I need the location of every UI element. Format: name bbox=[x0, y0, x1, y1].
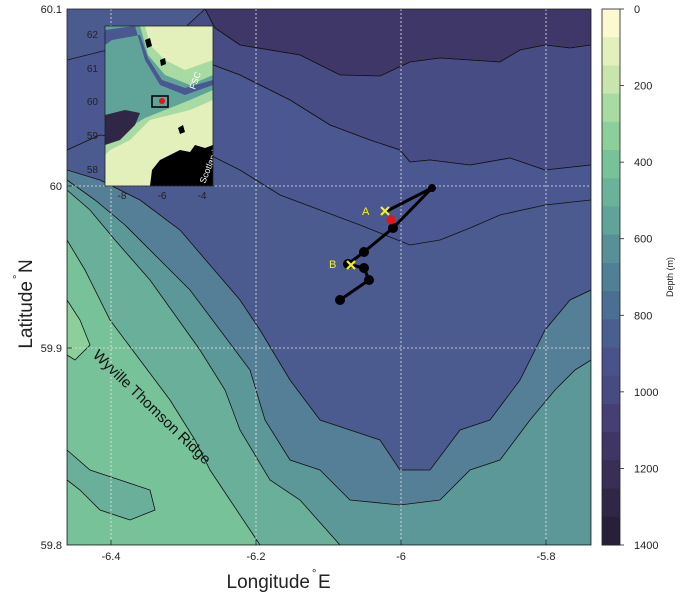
inset-x-tick: -6 bbox=[158, 191, 167, 202]
inset-y-tick: 62 bbox=[87, 30, 99, 41]
track-point bbox=[359, 263, 369, 273]
point-a-label: A bbox=[362, 206, 370, 218]
x-tick-label: -6 bbox=[396, 551, 406, 563]
colorbar-tick-label: 800 bbox=[634, 310, 652, 322]
y-tick-label: 59.8 bbox=[41, 540, 62, 552]
colorbar-tick-label: 0 bbox=[634, 4, 640, 16]
colorbar-tick-label: 400 bbox=[634, 157, 652, 169]
colorbar-cell bbox=[602, 489, 620, 518]
colorbar-cell bbox=[602, 65, 620, 94]
colorbar-tick-label: 600 bbox=[634, 234, 652, 246]
colorbar-cells bbox=[602, 9, 620, 546]
colorbar-cell bbox=[602, 37, 620, 66]
colorbar-tick-label: 1200 bbox=[634, 463, 658, 475]
inset-y-tick: 59 bbox=[87, 131, 99, 142]
colorbar-label: Depth (m) bbox=[665, 257, 675, 297]
colorbar-cell bbox=[602, 206, 620, 235]
y-tick-label: 59.9 bbox=[41, 343, 62, 355]
inset-map: FSC Scotland -8 -6 -4 62 61 60 59 58 bbox=[87, 26, 220, 202]
x-tick-label: -6.2 bbox=[247, 551, 266, 563]
colorbar-cell bbox=[602, 94, 620, 123]
point-b-label: B bbox=[329, 259, 336, 271]
colorbar-cell bbox=[602, 178, 620, 207]
inset-study-point bbox=[159, 98, 165, 104]
degree-symbol: ° bbox=[312, 568, 316, 580]
x-axis-label: Longitude bbox=[227, 572, 310, 593]
degree-symbol: ° bbox=[12, 275, 24, 279]
track-point bbox=[428, 184, 436, 192]
colorbar-cell bbox=[602, 263, 620, 292]
colorbar-cell bbox=[602, 235, 620, 264]
x-tick-label: -6.4 bbox=[102, 551, 121, 563]
y-tick-label: 60 bbox=[50, 181, 62, 193]
colorbar-cell bbox=[602, 432, 620, 461]
colorbar-cell bbox=[602, 517, 620, 546]
track-point bbox=[335, 295, 345, 305]
colorbar-cell bbox=[602, 376, 620, 405]
colorbar-cell bbox=[602, 348, 620, 377]
colorbar-cell bbox=[602, 150, 620, 179]
colorbar-tick-label: 1400 bbox=[634, 540, 658, 552]
colorbar-cell bbox=[602, 122, 620, 151]
colorbar-cell bbox=[602, 319, 620, 348]
x-axis: -6.4 -6.2 -6 -5.8 Longitude ° E bbox=[102, 540, 556, 593]
track-point bbox=[359, 247, 369, 257]
colorbar-cell bbox=[602, 460, 620, 489]
inset-x-tick: -4 bbox=[198, 191, 207, 202]
y-axis: 60.1 60 59.9 59.8 Latitude ° N bbox=[12, 4, 72, 552]
inset-y-tick: 58 bbox=[87, 165, 99, 176]
inset-x-tick: -8 bbox=[118, 191, 127, 202]
y-tick-label: 60.1 bbox=[41, 4, 62, 16]
colorbar-ticks: 0 200 400 600 800 1000 1200 1400 bbox=[620, 4, 658, 552]
colorbar-cell bbox=[602, 404, 620, 433]
colorbar: 0 200 400 600 800 1000 1200 1400 Depth (m) bbox=[602, 4, 675, 552]
colorbar-cell bbox=[602, 291, 620, 320]
colorbar-tick-label: 200 bbox=[634, 81, 652, 93]
colorbar-tick-label: 1000 bbox=[634, 387, 658, 399]
track-point bbox=[364, 275, 374, 285]
highlight-point bbox=[387, 216, 396, 225]
inset-y-tick: 61 bbox=[87, 64, 99, 75]
y-axis-unit: N bbox=[16, 259, 37, 273]
track-point bbox=[388, 223, 398, 233]
y-axis-label: Latitude bbox=[16, 281, 37, 349]
x-axis-unit: E bbox=[318, 572, 331, 593]
x-tick-label: -5.8 bbox=[537, 551, 556, 563]
inset-y-tick: 60 bbox=[87, 97, 99, 108]
colorbar-cell bbox=[602, 9, 620, 38]
